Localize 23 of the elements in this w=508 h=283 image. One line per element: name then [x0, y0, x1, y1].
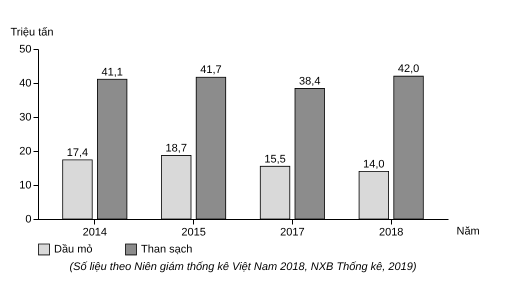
y-tick-label: 0: [25, 214, 32, 226]
y-tick-label: 20: [19, 146, 32, 158]
data-label: 42,0: [398, 63, 420, 76]
x-tick-label: 2015: [181, 226, 206, 238]
data-label: 38,4: [299, 75, 320, 88]
y-tick-label: 40: [19, 78, 32, 90]
data-label: 15,5: [264, 153, 286, 166]
y-tick-label: 10: [19, 180, 32, 192]
x-axis-title: Năm: [456, 226, 480, 238]
y-tick-label: 30: [19, 112, 32, 124]
x-tick-label: 2017: [280, 226, 305, 238]
data-label: 18,7: [166, 142, 187, 154]
x-tick-label: 2018: [378, 226, 404, 238]
data-label: 17,4: [66, 146, 88, 159]
legend-label: Than sạch: [141, 243, 192, 256]
data-label: 41,7: [200, 64, 222, 76]
text: (Số liệu theo Niên giám thống kê Việt Nam 2018, NXB Thống kê, 2019): [69, 261, 417, 273]
y-tick-label: 50: [19, 44, 32, 56]
data-label: 41,1: [101, 66, 123, 78]
legend-label: Dầu mỏ: [54, 243, 93, 256]
data-label: 14,0: [363, 158, 385, 170]
x-tick-label: 2014: [82, 226, 108, 238]
y-axis-title: Triệu tấn: [10, 26, 54, 38]
